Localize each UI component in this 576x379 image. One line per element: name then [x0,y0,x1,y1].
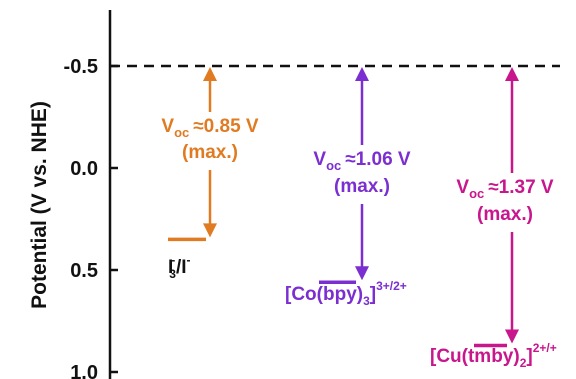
arrow-head-up [505,67,519,81]
arrow-head-up [203,67,217,81]
y-axis-label: Potential (V vs. NHE) [28,101,51,309]
arrow-head-down [203,223,217,238]
voc-note: (max.) [334,176,390,197]
redox-couple-label: I-3/I- [168,253,191,281]
voc-label: Voc ≈1.37 V [456,177,554,201]
y-tick-label: -0.5 [64,56,98,78]
y-tick-label: 1.0 [70,362,98,379]
redox-couple-label: [Cu(tmby)2]2+/+ [430,341,557,370]
voc-note: (max.) [182,142,238,163]
y-tick-label: 0.5 [70,260,98,282]
y-axis-ticks: -0.5 0.0 0.5 1.0 [64,56,118,379]
voc-note: (max.) [477,204,533,225]
arrow-head-down [355,266,369,281]
y-tick-label: 0.0 [70,158,98,180]
voc-label: Voc ≈1.06 V [313,149,411,173]
redox-level-3: Voc ≈1.37 V (max.) [Cu(tmby)2]2+/+ [430,67,557,370]
arrow-head-down [505,329,519,344]
redox-level-2: Voc ≈1.06 V (max.) [Co(bpy)3]3+/2+ [285,67,411,308]
redox-level-1: Voc ≈0.85 V(max.) I-3/I- [161,67,259,281]
redox-levels: Voc ≈0.85 V(max.)I-3/I-Voc ≈1.06 V(max.)[C… [161,67,557,370]
voc-label: Voc ≈0.85 V [161,116,259,140]
redox-couple-label: [Co(bpy)3]3+/2+ [285,279,407,308]
arrow-head-up [355,67,369,81]
